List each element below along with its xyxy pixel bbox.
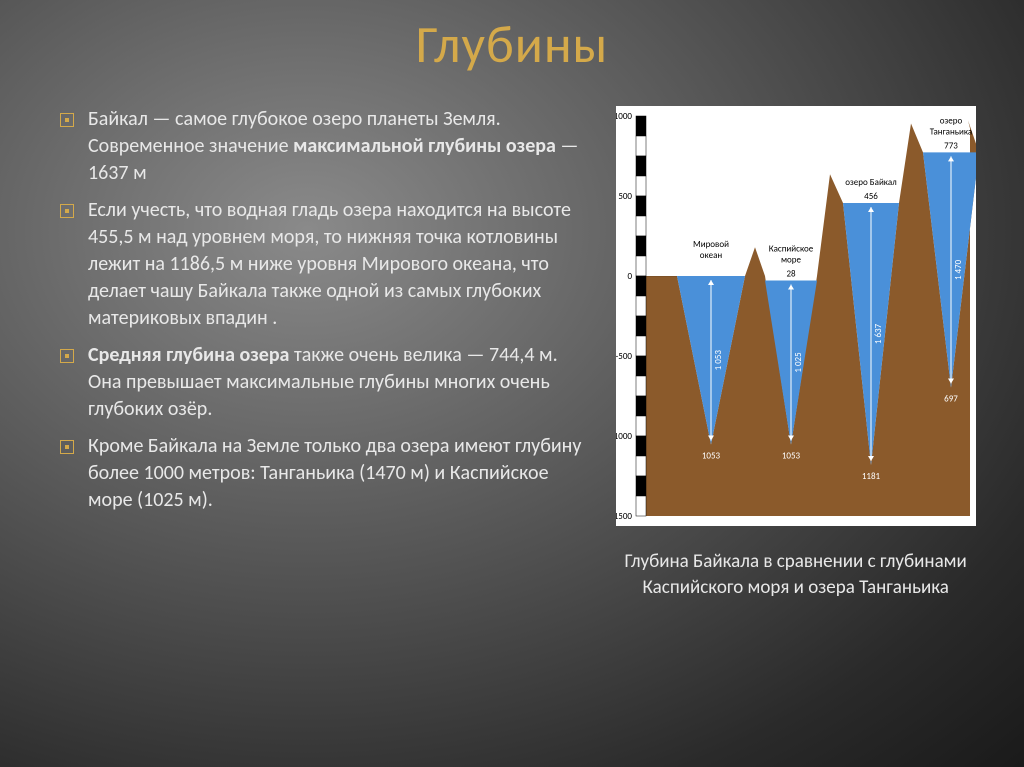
- svg-text:1 637: 1 637: [873, 323, 884, 344]
- svg-text:697: 697: [944, 394, 958, 405]
- svg-text:1 025: 1 025: [793, 352, 804, 373]
- svg-text:1053: 1053: [782, 450, 801, 461]
- svg-text:-1000: -1000: [616, 431, 632, 442]
- chart-column: 1000 500 0 -500 -1000 -1500 Мировойокеан 1 053 1…: [607, 106, 984, 600]
- bullet-text: Если учесть, что водная гладь озера нахо…: [88, 197, 587, 332]
- bullet-item: Кроме Байкала на Земле только два озера …: [60, 433, 587, 514]
- svg-text:28: 28: [786, 268, 796, 279]
- svg-text:0: 0: [627, 271, 632, 282]
- bullet-list: Байкал — самое глубокое озеро планеты Зе…: [60, 106, 587, 514]
- svg-text:456: 456: [864, 191, 878, 202]
- chart-caption: Глубина Байкала в сравнении с глубинами …: [607, 549, 984, 600]
- svg-text:море: море: [781, 254, 802, 265]
- svg-text:озеро: озеро: [939, 115, 962, 126]
- svg-text:Танганьика: Танганьика: [929, 126, 972, 137]
- svg-text:1000: 1000: [616, 111, 632, 122]
- svg-text:1181: 1181: [862, 471, 881, 482]
- svg-text:-500: -500: [616, 351, 632, 362]
- bullet-icon: [60, 440, 74, 454]
- bullet-text: Средняя глубина озера также очень велика…: [88, 342, 587, 423]
- svg-text:500: 500: [618, 191, 632, 202]
- svg-text:1 053: 1 053: [713, 350, 724, 371]
- svg-text:океан: океан: [699, 250, 722, 261]
- svg-text:Каспийское: Каспийское: [768, 243, 813, 254]
- bullet-icon: [60, 349, 74, 363]
- svg-text:-1500: -1500: [616, 511, 632, 522]
- svg-text:1053: 1053: [702, 450, 721, 461]
- bullet-item: Если учесть, что водная гладь озера нахо…: [60, 197, 587, 332]
- bullet-icon: [60, 204, 74, 218]
- bullet-item: Средняя глубина озера также очень велика…: [60, 342, 587, 423]
- svg-text:1 470: 1 470: [953, 259, 964, 280]
- page-title: Глубины: [0, 0, 1024, 76]
- svg-text:773: 773: [944, 140, 958, 151]
- depth-chart: 1000 500 0 -500 -1000 -1500 Мировойокеан 1 053 1…: [616, 106, 976, 531]
- svg-text:озеро Байкал: озеро Байкал: [845, 177, 897, 188]
- content-row: Байкал — самое глубокое озеро планеты Зе…: [0, 76, 1024, 620]
- svg-text:Мировой: Мировой: [693, 239, 729, 250]
- bullet-text: Байкал — самое глубокое озеро планеты Зе…: [88, 106, 587, 187]
- bullet-icon: [60, 113, 74, 127]
- bullet-item: Байкал — самое глубокое озеро планеты Зе…: [60, 106, 587, 187]
- text-column: Байкал — самое глубокое озеро планеты Зе…: [60, 106, 607, 600]
- bullet-text: Кроме Байкала на Земле только два озера …: [88, 433, 587, 514]
